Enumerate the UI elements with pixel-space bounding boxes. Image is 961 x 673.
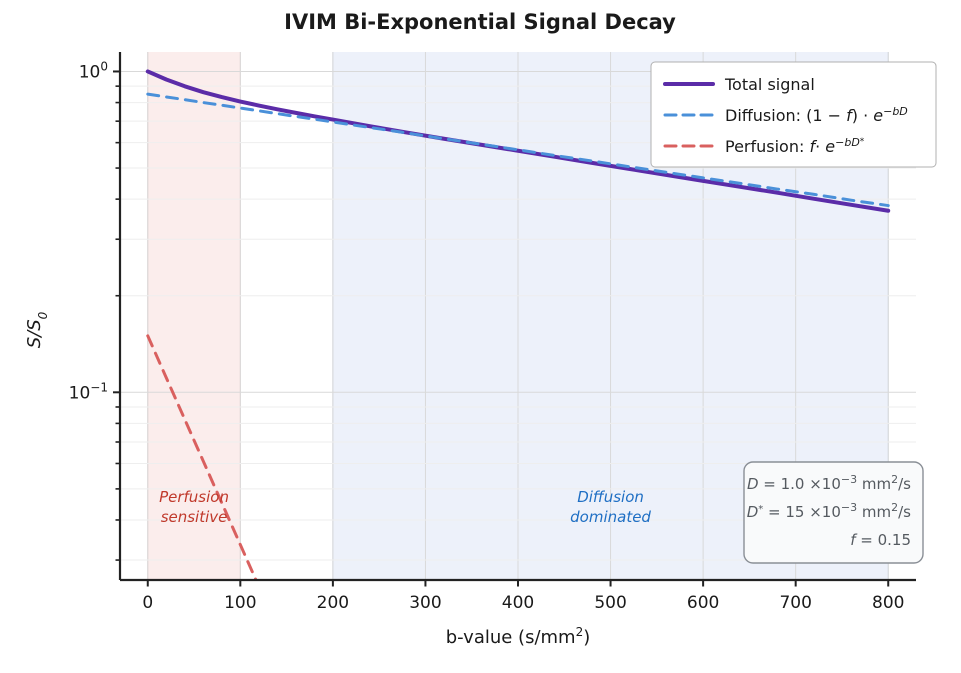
data-curves bbox=[145, 69, 891, 580]
y-axis-label: S/S0 bbox=[24, 311, 50, 348]
x-tick-label: 100 bbox=[224, 593, 256, 613]
x-tick-label: 300 bbox=[409, 593, 441, 613]
perfusion-sensitive-annotation: Perfusion bbox=[159, 488, 229, 506]
legend-label-1: Diffusion: (1 − f) · e−bD bbox=[725, 105, 908, 126]
parameter-line-0: D = 1.0 ×10−3 mm2/s bbox=[747, 473, 911, 494]
x-tick-label: 500 bbox=[594, 593, 626, 613]
series-line-perfusion bbox=[146, 334, 258, 580]
diffusion-dominated-annotation: dominated bbox=[570, 508, 651, 526]
region-annotations: Perfusion sensitive Diffusion dominated bbox=[159, 488, 651, 526]
page-title: IVIM Bi-Exponential Signal Decay bbox=[284, 10, 676, 34]
axis-ticks bbox=[113, 70, 890, 587]
x-tick-label: 600 bbox=[687, 593, 719, 613]
series-line-diffusion bbox=[146, 92, 890, 208]
x-tick-label: 400 bbox=[502, 593, 534, 613]
series-line-total-signal bbox=[145, 69, 891, 213]
parameter-line-1: D* = 15 ×10−3 mm2/s bbox=[747, 501, 911, 522]
legend-box bbox=[650, 61, 937, 168]
x-tick-label: 700 bbox=[779, 593, 811, 613]
x-tick-label: 800 bbox=[872, 593, 904, 613]
y-tick-label: 100 bbox=[79, 59, 108, 82]
perfusion-sensitive-annotation: sensitive bbox=[161, 508, 228, 526]
y-tick-label: 10−1 bbox=[69, 380, 108, 403]
parameter-box-frame bbox=[743, 461, 924, 564]
perfusion-sensitive-region bbox=[147, 52, 241, 580]
diffusion-dominated-annotation: Diffusion bbox=[577, 488, 644, 506]
chart-legend: Total signal Diffusion: (1 − f) · e−bD Per… bbox=[650, 61, 937, 168]
x-axis-label: b-value (s/mm2) bbox=[446, 625, 591, 648]
x-tick-labels: 0 100 200 300 400 500 600 700 800 bbox=[142, 593, 904, 613]
parameter-box: D = 1.0 ×10−3 mm2/s D* = 15 ×10−3 mm2/s f … bbox=[743, 461, 924, 564]
y-tick-labels: 100 10−1 bbox=[69, 59, 108, 403]
x-tick-label: 200 bbox=[317, 593, 349, 613]
legend-label-0: Total signal bbox=[724, 75, 815, 94]
x-tick-label: 0 bbox=[142, 593, 153, 613]
parameter-line-2: f = 0.15 bbox=[850, 531, 911, 549]
legend-label-2: Perfusion: f· e−bD* bbox=[725, 136, 865, 157]
